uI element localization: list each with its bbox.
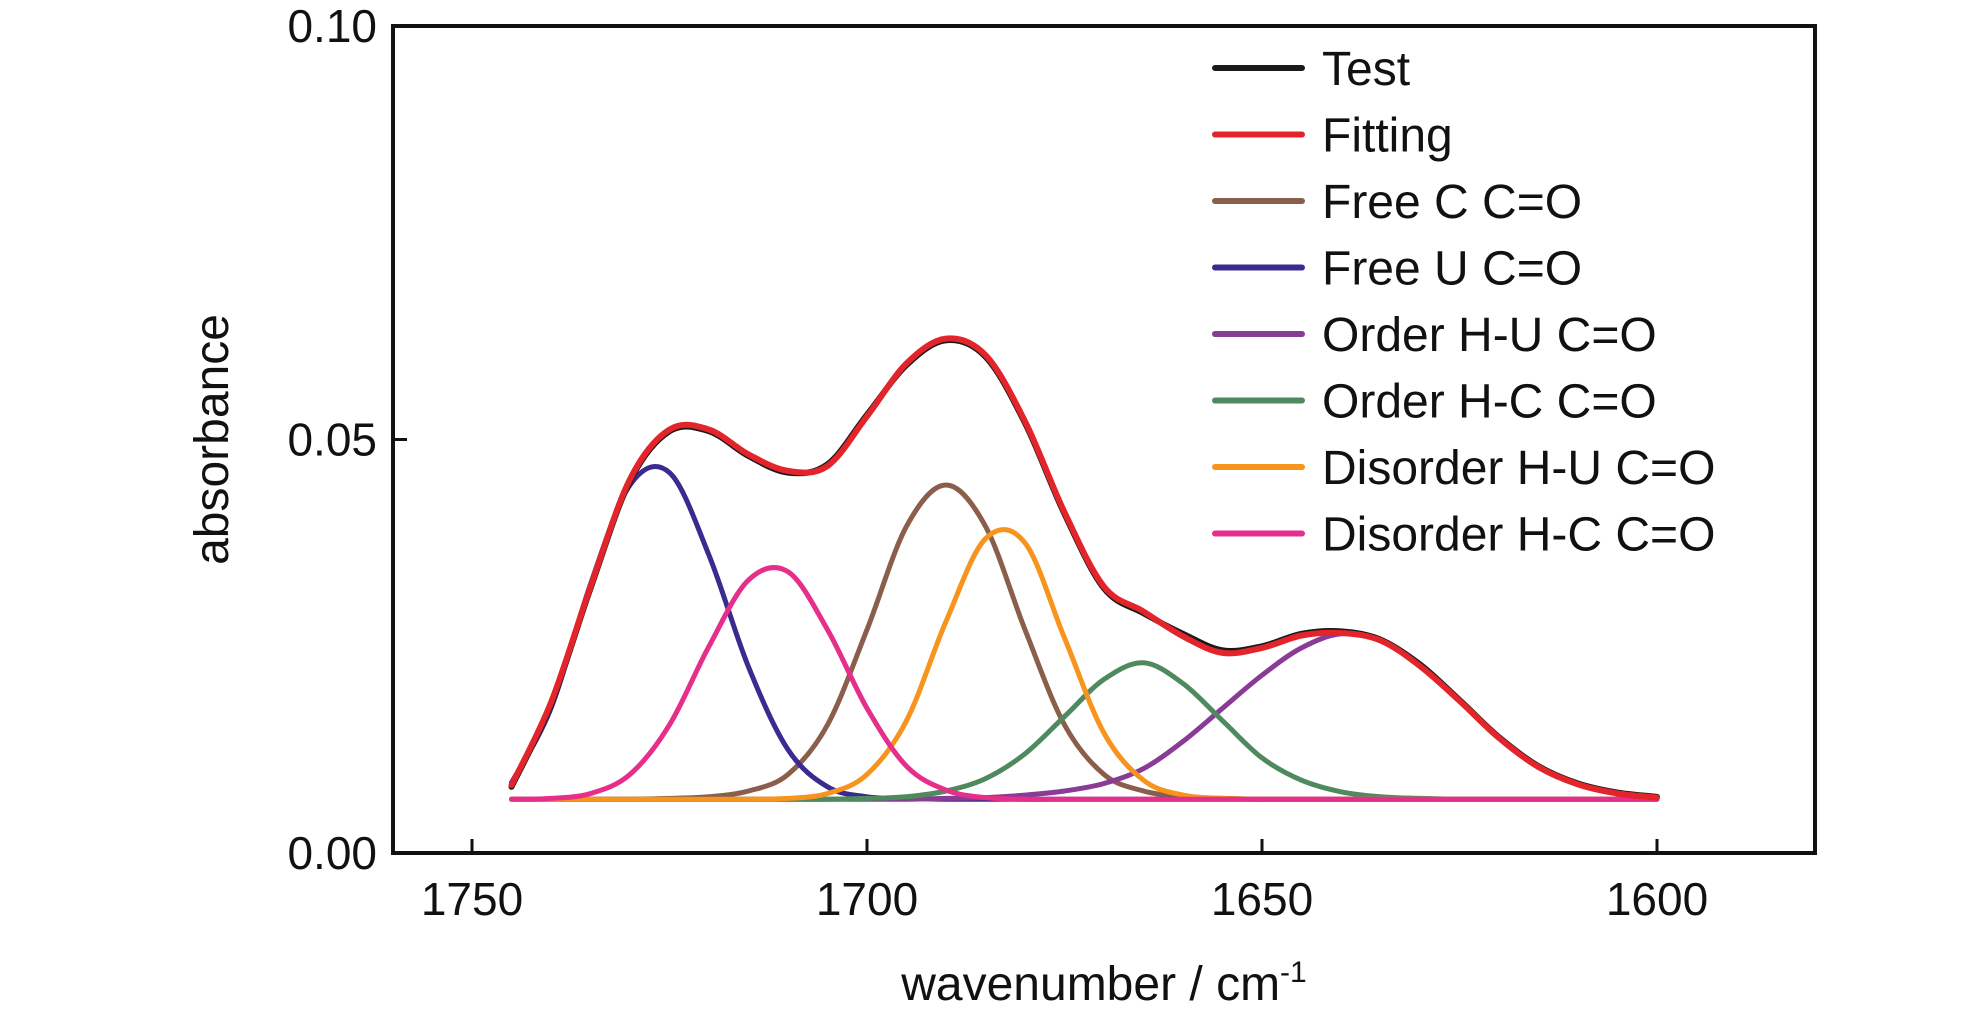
legend-label: Free U C=O xyxy=(1322,243,1582,296)
legend-label: Free C C=O xyxy=(1322,176,1582,229)
legend-label: Order H-C C=O xyxy=(1322,376,1657,429)
x-axis-title-superscript: -1 xyxy=(1280,956,1307,989)
x-axis-title-main: wavenumber / cm xyxy=(900,958,1280,1011)
legend-label: Disorder H-C C=O xyxy=(1322,509,1715,562)
y-tick-label: 0.10 xyxy=(287,0,377,52)
series-line-disorder-h-c-c-o xyxy=(509,565,1660,802)
x-tick-label: 1600 xyxy=(1606,873,1708,925)
legend-label: Fitting xyxy=(1322,110,1453,163)
x-tick-label: 1650 xyxy=(1211,873,1313,925)
legend-label: Test xyxy=(1322,43,1410,96)
x-axis-title: wavenumber / cm-1 xyxy=(900,956,1306,1011)
y-axis-title: absorbance xyxy=(186,314,239,565)
legend-label: Order H-U C=O xyxy=(1322,309,1657,362)
y-tick-label: 0.00 xyxy=(287,827,377,879)
x-tick-label: 1700 xyxy=(816,873,918,925)
x-tick-label: 1750 xyxy=(421,873,523,925)
legend: Test Fitting Free C C=O Free U C=O Order H-U… xyxy=(1212,43,1715,562)
ticks-layer: 1750 1700 1650 1600 0.00 0.05 0.10 xyxy=(287,0,1708,925)
series-line-fitting xyxy=(508,335,1660,801)
legend-label: Disorder H-U C=O xyxy=(1322,442,1715,495)
y-tick-label: 0.05 xyxy=(287,414,377,466)
series-layer xyxy=(508,335,1660,802)
